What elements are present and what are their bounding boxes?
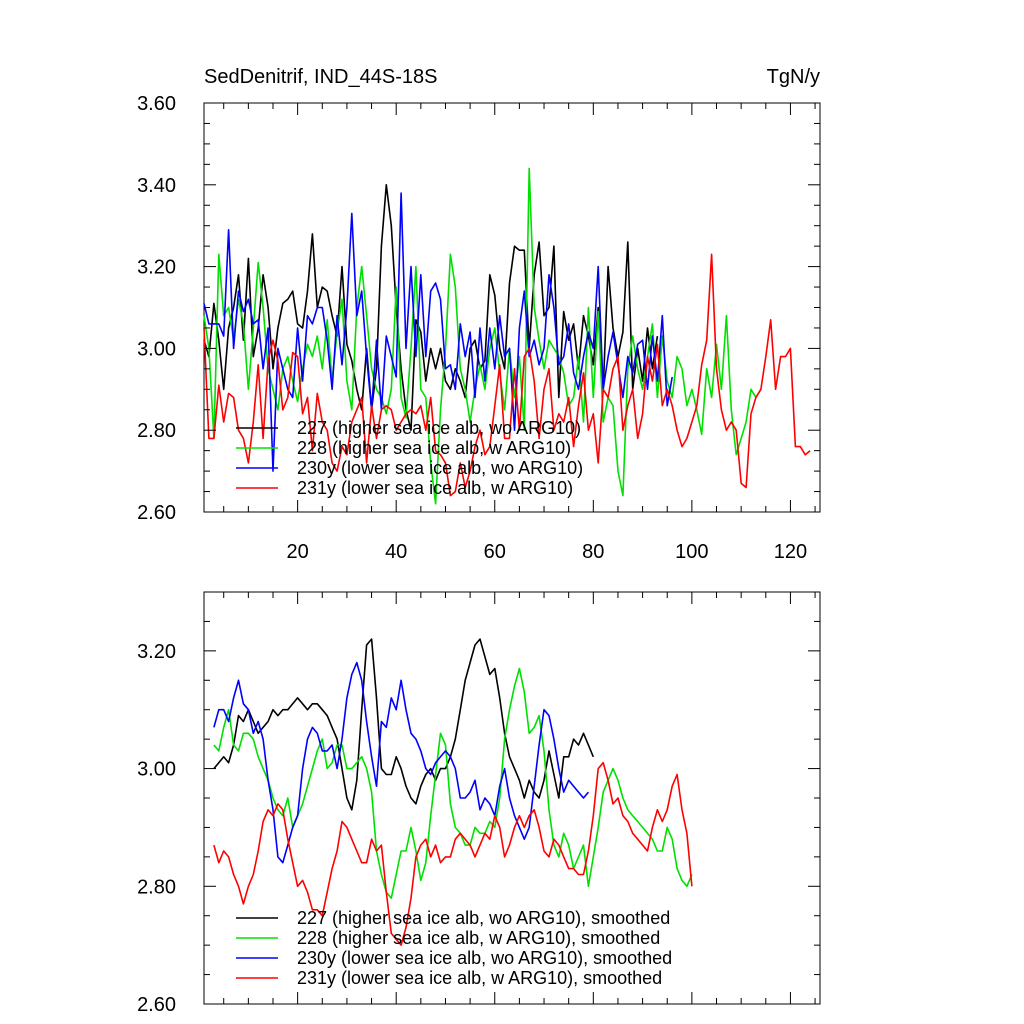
y-tick-label: 2.60 xyxy=(137,502,176,524)
legend: 227 (higher sea ice alb, wo ARG10)228 (h… xyxy=(236,418,583,498)
series-line-0 xyxy=(213,638,595,811)
series-line-0 xyxy=(203,184,659,432)
y-tick-label: 2.60 xyxy=(137,994,176,1016)
legend: 227 (higher sea ice alb, wo ARG10), smoo… xyxy=(236,908,672,988)
x-tick-label: 60 xyxy=(484,541,506,563)
x-tick-label: 80 xyxy=(582,541,604,563)
y-tick-label: 2.80 xyxy=(137,420,176,442)
series-line-2 xyxy=(213,661,590,864)
legend-label: 231y (lower sea ice alb, w ARG10) xyxy=(297,478,573,498)
y-tick-label: 3.40 xyxy=(137,175,176,197)
chart-title: SedDenitrif, IND_44S-18S xyxy=(204,66,437,88)
legend-label: 230y (lower sea ice alb, wo ARG10) xyxy=(297,458,583,478)
series-line-3 xyxy=(203,253,811,497)
legend-label: 228 (higher sea ice alb, w ARG10), smoot… xyxy=(297,928,660,948)
x-tick-label: 100 xyxy=(675,541,708,563)
x-tick-label: 20 xyxy=(287,541,309,563)
y-tick-label: 3.60 xyxy=(137,93,176,115)
legend-label: 227 (higher sea ice alb, wo ARG10) xyxy=(297,418,581,438)
series-line-1 xyxy=(203,167,762,505)
legend-label: 231y (lower sea ice alb, w ARG10), smoot… xyxy=(297,968,662,988)
series-line-3 xyxy=(213,761,693,946)
legend-label: 230y (lower sea ice alb, wo ARG10), smoo… xyxy=(297,948,672,968)
x-tick-label: 120 xyxy=(774,541,807,563)
y-tick-label: 3.00 xyxy=(137,759,176,781)
legend-label: 227 (higher sea ice alb, wo ARG10), smoo… xyxy=(297,908,670,928)
top-panel: SedDenitrif, IND_44S-18S TgN/y 2.60 2.80 3… xyxy=(137,66,821,563)
y-tick-label: 3.00 xyxy=(137,338,176,360)
series-line-1 xyxy=(213,667,693,899)
y-tick-label: 3.20 xyxy=(137,641,176,663)
y-tick-label: 2.80 xyxy=(137,876,176,898)
legend-label: 228 (higher sea ice alb, w ARG10) xyxy=(297,438,571,458)
series-line-2 xyxy=(203,192,673,472)
bottom-panel: 2.60 2.80 3.00 3.20 227 (higher sea ice alb,… xyxy=(137,591,821,1016)
y-tick-label: 3.20 xyxy=(137,257,176,279)
units-label: TgN/y xyxy=(767,66,820,88)
x-tick-label: 40 xyxy=(385,541,407,563)
